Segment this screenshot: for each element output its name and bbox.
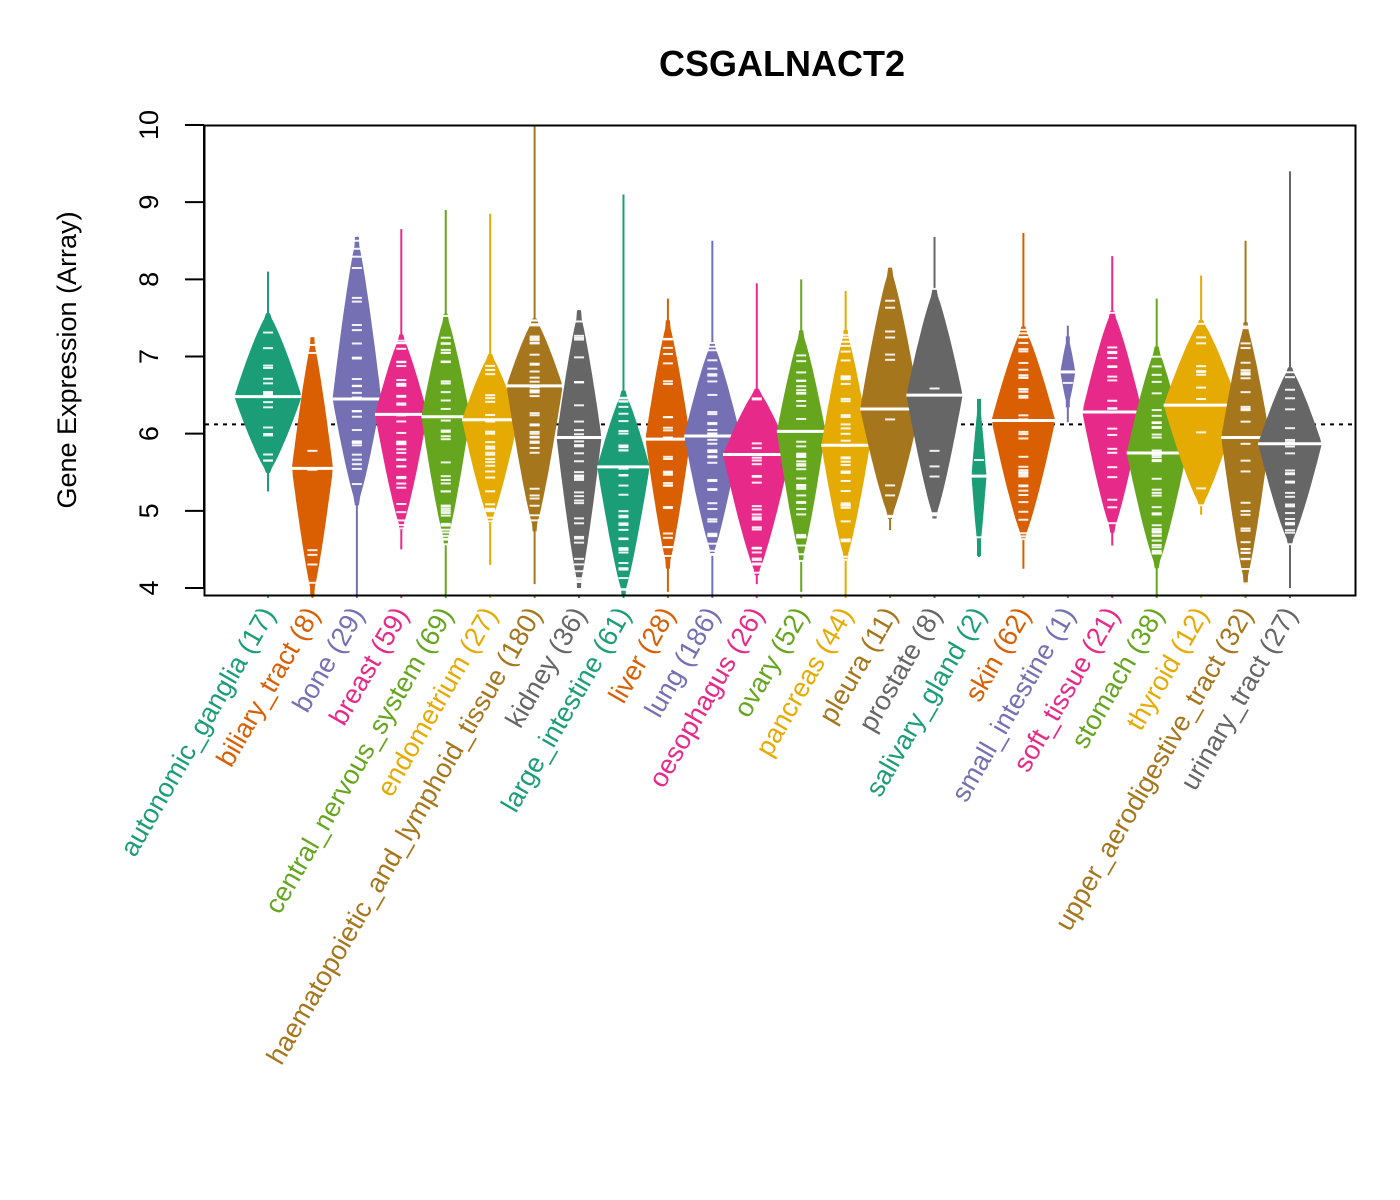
violin-pleura: [860, 267, 921, 531]
violin-body: [1164, 319, 1239, 507]
y-axis-label: Gene Expression (Array): [52, 211, 82, 508]
violin-skin: [991, 233, 1056, 569]
y-tick-label: 9: [134, 195, 164, 210]
violin-small-intestine: [1060, 325, 1076, 423]
y-tick-label: 8: [134, 272, 164, 287]
violin-pancreas: [821, 290, 871, 596]
y-tick-label: 5: [134, 503, 164, 518]
violin-body: [1258, 367, 1322, 545]
violin-body: [645, 320, 690, 569]
violin-lung: [684, 240, 741, 596]
y-tick-label: 4: [134, 580, 164, 595]
y-tick-label: 6: [134, 426, 164, 441]
violin-body: [597, 390, 650, 596]
violin-bone: [332, 236, 382, 596]
violin-body: [906, 288, 963, 519]
violin-urinary-tract: [1258, 171, 1322, 588]
violin-prostate: [906, 236, 963, 519]
violin-body: [860, 267, 920, 519]
violin-upper-aerodigestive-tract: [1221, 240, 1270, 585]
violin-thyroid: [1163, 275, 1239, 515]
violin-biliary-tract: [291, 337, 334, 596]
violin-kidney: [556, 310, 602, 588]
violin-salivary-gland: [971, 398, 987, 558]
violin-body: [556, 310, 602, 588]
violin-endometrium: [462, 213, 519, 565]
x-axis-labels: autonomic_ganglia (17)biliary_tract (8)b…: [114, 602, 1303, 1069]
violin-body: [332, 236, 382, 506]
violin-body: [421, 313, 470, 545]
chart-title: CSGALNACT2: [659, 43, 905, 84]
y-tick-label: 10: [134, 110, 164, 140]
violin-soft-tissue: [1082, 256, 1143, 546]
violin-body: [292, 337, 333, 596]
violin-body: [1082, 310, 1142, 533]
violin-body: [1221, 322, 1270, 585]
violin-breast: [375, 229, 428, 550]
violin-autonomic-ganglia: [234, 271, 302, 492]
y-axis: 4 5 6 7 8 9 10: [134, 110, 205, 596]
plot-frame: [203, 124, 1357, 597]
plot-area: [205, 125, 1355, 598]
y-tick-label: 7: [134, 349, 164, 364]
violin-haematopoietic-and-lymphoid-tissue: [506, 125, 563, 585]
violin-ovary: [776, 279, 826, 592]
violin-liver: [645, 298, 691, 592]
violin-oesophagus: [723, 283, 791, 585]
violin-large-intestine: [597, 194, 650, 596]
violin-body: [462, 354, 518, 523]
violin-body: [684, 341, 740, 555]
violin-central-nervous-system: [421, 209, 471, 596]
violin-body: [992, 326, 1055, 540]
